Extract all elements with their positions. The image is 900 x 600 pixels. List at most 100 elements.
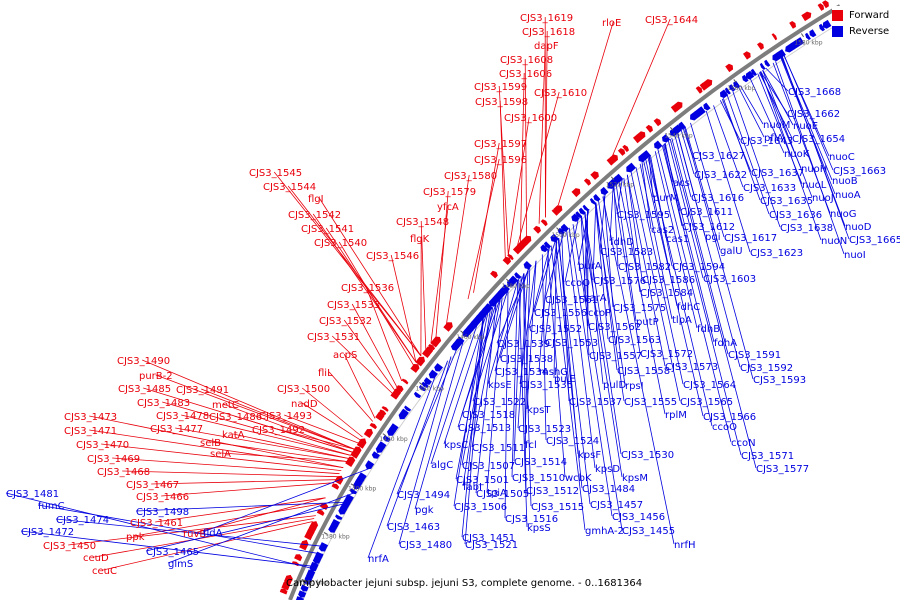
reverse-gene-label: CJS3_1577 <box>756 464 809 475</box>
reverse-gene-label: pulD <box>603 380 626 391</box>
reverse-gene-label: nuoG <box>830 209 857 220</box>
reverse-gene-label: putP <box>636 317 659 328</box>
forward-gene-label: ceuD <box>83 553 109 564</box>
forward-gene-label: selB <box>200 438 221 449</box>
reverse-label-line <box>592 202 597 281</box>
forward-label-line <box>351 303 398 388</box>
forward-gene-label: CJS3_1541 <box>301 224 354 235</box>
reverse-label-line <box>738 86 765 138</box>
reverse-gene-label: CJS3_1591 <box>728 350 781 361</box>
reverse-swatch <box>832 25 843 37</box>
reverse-label-line <box>684 126 721 251</box>
reverse-gene-label: kpsM <box>622 473 648 484</box>
reverse-gene-label: CJS3_1472 <box>21 527 74 538</box>
reverse-feature <box>514 272 522 279</box>
forward-feature <box>533 225 541 234</box>
reverse-label-line <box>643 160 704 417</box>
forward-label-line <box>175 427 349 459</box>
reverse-gene-label: CJS3_1506 <box>454 502 507 513</box>
forward-feature <box>490 270 498 279</box>
forward-feature <box>521 235 532 246</box>
reverse-label-line <box>740 85 764 125</box>
forward-gene-label: ppk <box>126 532 145 543</box>
reverse-feature <box>699 106 706 114</box>
reverse-gene-label: nuoA <box>835 190 861 201</box>
reverse-gene-label: acs <box>673 178 690 189</box>
reverse-gene-label: kpsT <box>527 405 551 416</box>
forward-gene-label: CJS3_1532 <box>319 316 372 327</box>
reverse-feature <box>389 423 399 433</box>
reverse-feature <box>331 519 340 528</box>
forward-gene-label: CJS3_1469 <box>87 454 140 465</box>
reverse-feature <box>453 338 463 348</box>
reverse-label-line <box>749 78 785 154</box>
reverse-label-line <box>690 122 725 238</box>
forward-feature <box>789 21 796 29</box>
forward-label-line <box>435 190 449 338</box>
forward-feature <box>702 79 713 89</box>
reverse-gene-label: ccoP <box>588 308 611 319</box>
reverse-label-line <box>713 105 744 188</box>
reverse-label-line <box>647 157 713 427</box>
scale-tick-label: 1520 kbp <box>606 182 634 189</box>
forward-label-line <box>365 286 403 382</box>
reverse-gene-label: CJS3_1538 <box>500 354 553 365</box>
forward-label-line <box>343 319 396 391</box>
reverse-feature <box>338 506 347 515</box>
scale-tick <box>301 578 306 582</box>
forward-label-line <box>162 401 351 456</box>
scale-tick <box>350 483 355 487</box>
scale-tick-label: 1420 kbp <box>379 436 407 443</box>
forward-feature <box>279 588 288 595</box>
reverse-label-line <box>547 249 566 478</box>
reverse-label-line <box>775 61 845 255</box>
forward-label-line <box>142 359 355 450</box>
forward-gene-label: CJS3_1545 <box>249 168 302 179</box>
reverse-feature <box>295 596 304 600</box>
forward-label-line <box>181 414 351 456</box>
reverse-label-line <box>398 356 452 545</box>
forward-label-line <box>338 241 414 366</box>
reverse-label-line <box>572 224 623 531</box>
forward-feature <box>553 205 563 215</box>
forward-feature <box>294 554 303 562</box>
forward-gene-label: ceuC <box>92 566 117 577</box>
reverse-gene-label: nuoJ <box>812 193 834 204</box>
reverse-gene-label: nuoN <box>821 236 847 247</box>
reverse-gene-label: CJS3_1480 <box>399 540 452 551</box>
reverse-feature <box>626 162 636 173</box>
forward-gene-label: CJS3_1470 <box>76 440 129 451</box>
reverse-gene-label: fldA <box>203 528 223 539</box>
forward-label-line <box>538 44 546 224</box>
reverse-feature <box>401 408 409 415</box>
forward-gene-label: CJS3_1546 <box>366 251 419 262</box>
forward-feature <box>299 539 309 551</box>
reverse-gene-label: CJS3_1623 <box>750 248 803 259</box>
reverse-label-line <box>630 171 681 402</box>
reverse-label-line <box>533 241 556 313</box>
scale-tick <box>610 176 615 181</box>
reverse-label-line <box>135 501 351 512</box>
reverse-gene-label: CJS3_1573 <box>665 362 718 373</box>
forward-feature <box>395 385 404 393</box>
forward-gene-label: CJS3_1606 <box>499 69 552 80</box>
forward-feature <box>672 101 683 112</box>
reverse-label-line <box>568 227 613 517</box>
reverse-feature <box>593 194 601 202</box>
reverse-feature <box>398 410 408 420</box>
forward-label-line <box>420 220 427 350</box>
reverse-gene-label: CJS3_1539 <box>497 339 550 350</box>
reverse-gene-label: CJS3_1637 <box>751 168 804 179</box>
reverse-gene-label: CJS3_1557 <box>589 351 642 362</box>
reverse-gene-label: CJS3_1571 <box>741 451 794 462</box>
forward-gene-label: CJS3_1483 <box>137 398 190 409</box>
forward-gene-label: CJS3_1461 <box>130 518 183 529</box>
reverse-label-line <box>504 290 509 519</box>
reverse-gene-label: CJS3_1510 <box>512 473 565 484</box>
reverse-feature <box>300 584 309 592</box>
reverse-feature <box>428 369 438 379</box>
reverse-label-line <box>635 167 684 385</box>
reverse-gene-label: kpsF <box>578 450 601 461</box>
forward-feature <box>331 483 340 490</box>
